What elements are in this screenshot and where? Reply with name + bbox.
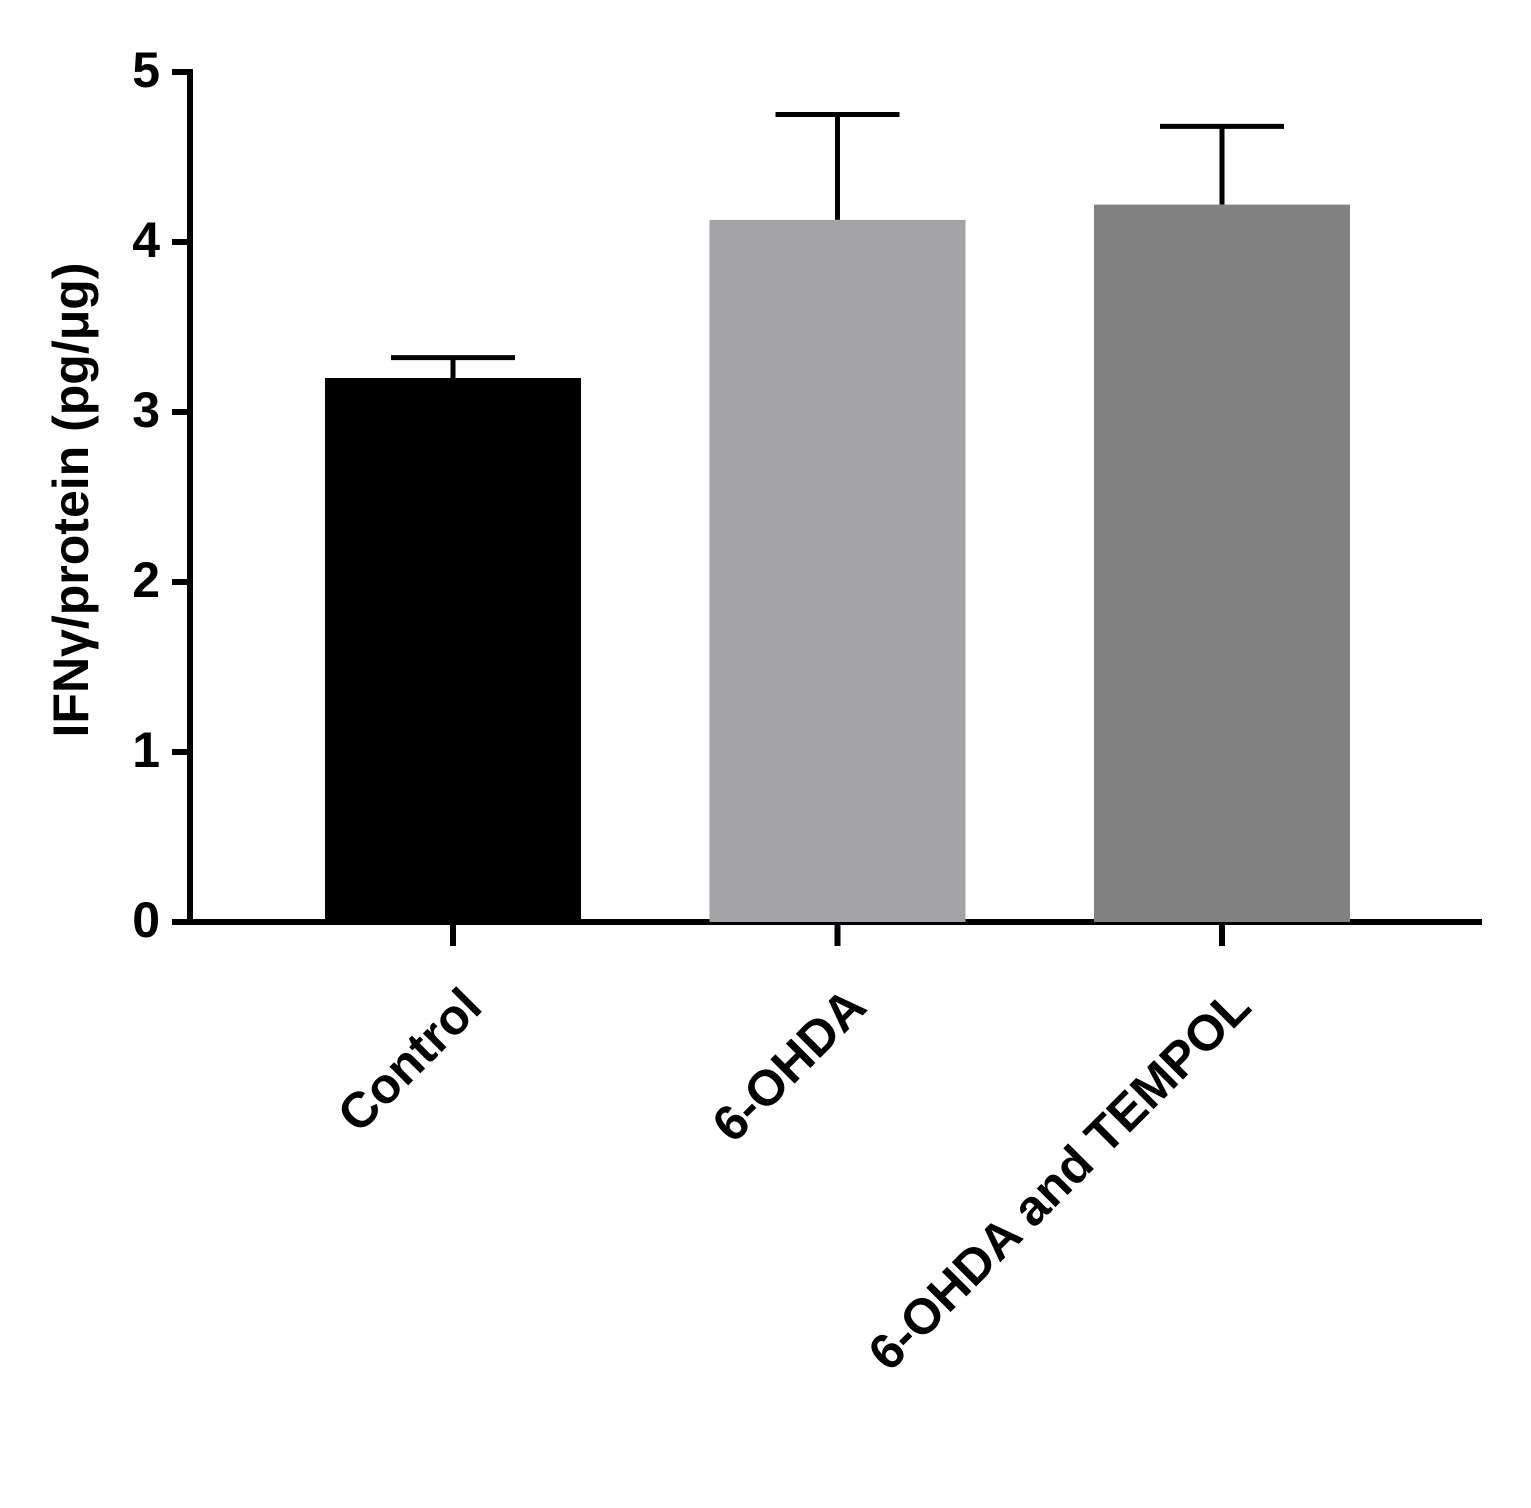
x-tick-label: 6-OHDA and TEMPOL <box>857 978 1261 1382</box>
y-tick-label: 4 <box>132 212 160 268</box>
y-axis-label: IFNγ/protein (pg/μg) <box>43 263 99 738</box>
y-tick-label: 2 <box>132 552 160 608</box>
bar <box>1094 204 1350 923</box>
x-tick-label: 6-OHDA <box>701 978 876 1153</box>
bar <box>709 219 966 922</box>
x-tick-label: Control <box>327 978 492 1143</box>
y-tick-label: 5 <box>132 42 160 98</box>
y-tick-label: 3 <box>132 382 160 438</box>
y-tick-label: 1 <box>132 722 160 778</box>
y-tick-label: 0 <box>132 892 160 948</box>
bar <box>325 378 581 922</box>
